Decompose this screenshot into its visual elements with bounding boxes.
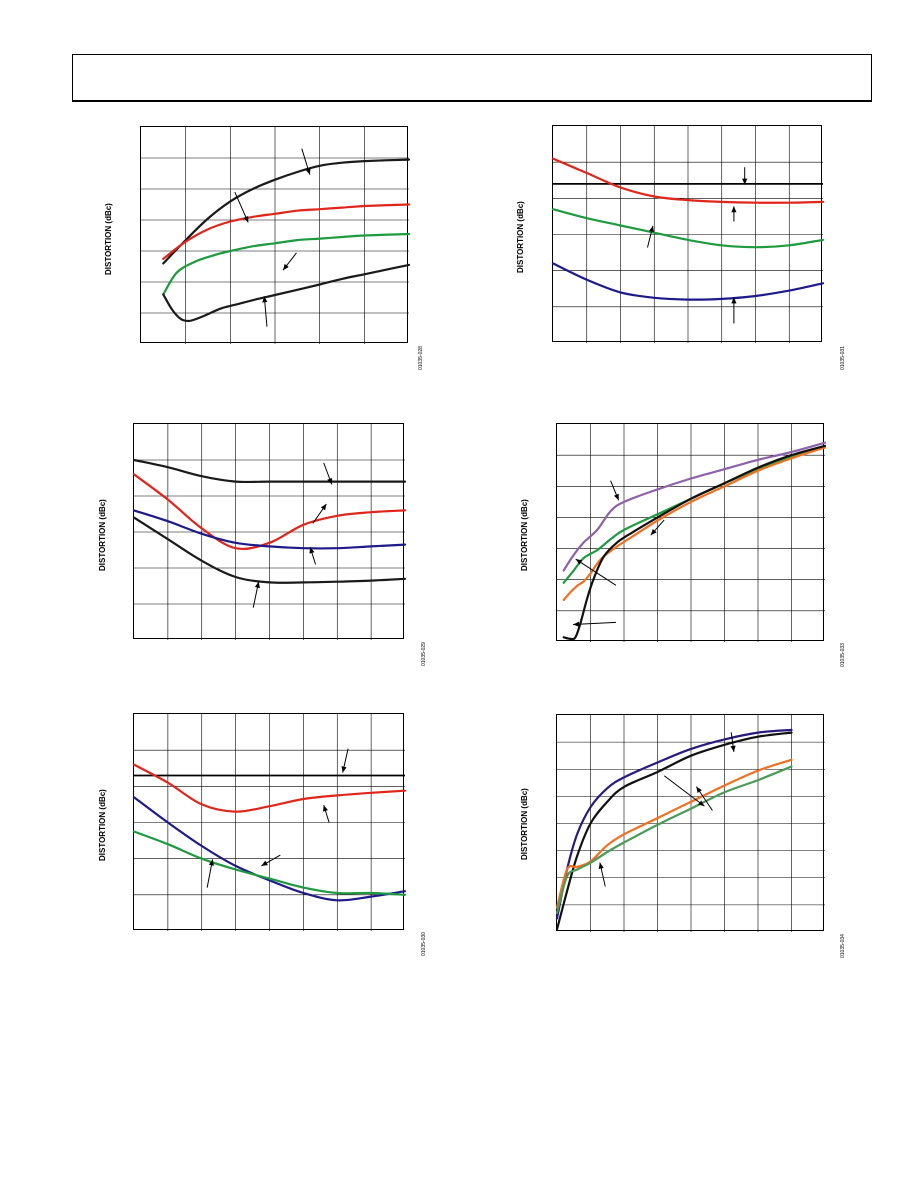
series-line (132, 458, 407, 484)
annotation-arrowhead (731, 206, 737, 213)
y-axis-label: DISTORTION (dBc) (104, 203, 113, 275)
series-line (555, 765, 793, 915)
annotation-arrowhead (261, 860, 268, 866)
annotation-arrowhead (341, 766, 347, 773)
annotation-arrowhead (327, 477, 333, 485)
series-line (132, 473, 407, 551)
chart-svg (557, 424, 827, 642)
series-line (132, 830, 407, 896)
annotation-arrowhead (283, 263, 289, 271)
annotation-arrowhead (730, 745, 736, 752)
figure-code: 01035-031 (840, 346, 846, 370)
chart-svg (141, 127, 411, 344)
chart-svg (132, 424, 407, 640)
annotation-arrowhead (742, 178, 748, 185)
figure-code: 01035-033 (840, 643, 846, 667)
series-line (132, 516, 407, 584)
series-line (132, 509, 407, 550)
annotation-arrowhead (731, 297, 737, 304)
annotation-arrowhead (648, 225, 654, 233)
series-line (562, 444, 827, 641)
series-line (562, 446, 827, 602)
annotation-arrow (575, 558, 617, 586)
series-line (551, 157, 825, 204)
annotation-arrowhead (573, 621, 580, 627)
annotation-arrowhead (575, 559, 583, 565)
series-line (162, 232, 411, 296)
y-axis-label: DISTORTION (dBc) (98, 789, 107, 861)
chart-svg (551, 126, 825, 343)
y-axis-label: DISTORTION (dBc) (98, 499, 107, 571)
figure-code: 01035-034 (840, 934, 846, 958)
annotation-arrowhead (598, 862, 604, 869)
annotation-arrowhead (613, 493, 619, 501)
annotation-arrowhead (320, 503, 327, 511)
plot-area (555, 714, 825, 932)
series-line (162, 203, 411, 260)
annotation-arrowhead (262, 296, 268, 303)
plot-area (551, 125, 825, 343)
annotation-arrowhead (208, 859, 215, 866)
series-line (551, 208, 825, 249)
series-line (555, 728, 793, 920)
chart-svg (132, 714, 407, 931)
figure-code: 01035-030 (421, 932, 427, 956)
chart-svg (555, 715, 825, 932)
annotation-arrow (573, 621, 616, 626)
annotation-arrowhead (650, 528, 657, 536)
annotation-arrowhead (698, 800, 705, 807)
series-line (132, 763, 407, 813)
page-header-box (72, 54, 872, 102)
series-line (555, 758, 793, 909)
annotation-arrow (663, 775, 705, 807)
annotation-arrowhead (305, 168, 311, 175)
y-axis-label: DISTORTION (dBc) (516, 201, 525, 273)
series-line (562, 441, 827, 572)
figure-code: 01035-029 (421, 642, 427, 666)
plot-area (556, 423, 827, 642)
series-line (551, 262, 825, 301)
annotation-arrowhead (323, 805, 328, 812)
series-line (562, 446, 827, 584)
y-axis-label: DISTORTION (dBc) (520, 499, 529, 571)
series-line (555, 731, 793, 931)
series-line (132, 796, 407, 902)
y-axis-label: DISTORTION (dBc) (520, 788, 529, 860)
annotation-arrowhead (309, 547, 315, 554)
series-line (162, 158, 411, 265)
series-line (162, 263, 411, 323)
figure-code: 01035-028 (418, 346, 424, 370)
plot-area (132, 713, 407, 931)
plot-area (140, 126, 411, 344)
annotation-arrowhead (243, 215, 249, 223)
annotation-arrowhead (696, 786, 702, 794)
annotation-arrowhead (254, 581, 260, 589)
plot-area (132, 423, 407, 640)
